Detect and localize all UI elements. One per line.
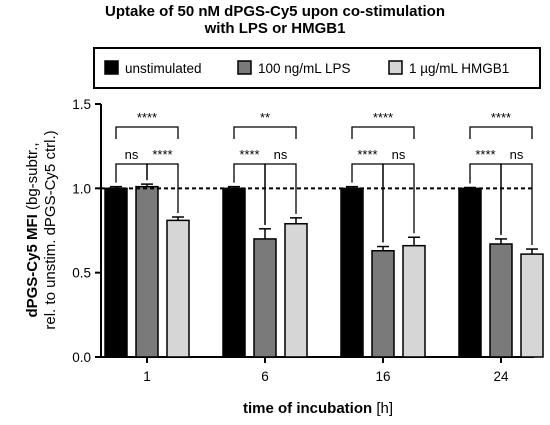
bar [284,223,308,358]
bar [104,187,128,358]
x-tick-label: 6 [261,369,269,384]
significance-bracket [146,163,179,214]
y-axis-label-main: dPGS-Cy5 MFI [24,214,41,317]
x-tick-label: 1 [143,369,151,384]
significance-label: ns [274,147,288,162]
significance-bracket [233,126,297,139]
y-axis-label-rest: (bg-subtr., [24,142,41,214]
significance-label: **** [152,147,172,162]
bar [458,187,482,358]
bar [340,187,364,358]
significance-bracket [351,126,415,139]
chart-title-line-2: with LPS or HMGB1 [204,20,346,37]
legend-swatch [237,60,252,75]
y-axis-label-line-2: rel. to unstim. dPGS-Cy5 ctrl.) [42,130,59,329]
significance-label: **** [475,147,495,162]
svg-text:dPGS-Cy5 MFI (bg-subtr.,: dPGS-Cy5 MFI (bg-subtr., [24,142,41,317]
significance-label: **** [357,147,377,162]
significance-label: ** [260,110,270,125]
bar [371,249,395,358]
significance-label: ns [125,147,139,162]
y-ticks: 0.0 0.5 1.0 1.5 [72,97,101,365]
x-axis-label-unit: [h] [372,400,393,417]
x-axis-label-main: time of incubation [243,400,372,417]
y-tick-label: 0.5 [72,266,91,281]
bar [253,238,277,358]
x-tick-label: 24 [493,369,509,384]
legend-label: 100 ng/mL LPS [258,61,351,76]
legend-swatch [388,60,403,75]
significance-label: **** [491,110,511,125]
significance-label: **** [137,110,157,125]
significance-label: ns [392,147,406,162]
y-tick-label: 0.0 [72,350,91,365]
bar [520,253,544,358]
bar [402,244,426,358]
bar [222,187,246,358]
x-ticks: 1 6 16 24 [143,357,509,384]
bar [166,219,190,358]
legend-label: 1 µg/mL HMGB1 [409,61,509,76]
significance-bracket [500,163,533,246]
legend-box [93,47,541,89]
y-tick-label: 1.0 [72,181,91,196]
bar [135,185,159,358]
legend-swatch [104,60,119,75]
x-tick-label: 16 [375,369,390,384]
legend: unstimulated 100 ng/mL LPS 1 µg/mL HMGB1 [104,60,509,76]
y-tick-label: 1.5 [72,97,91,112]
significance-label: ns [510,147,524,162]
significance-bracket [382,163,415,243]
legend-label: unstimulated [125,61,202,76]
significance-bracket [264,163,297,225]
significance-bracket [115,163,148,183]
significance-bracket [115,126,179,139]
y-axis-label: dPGS-Cy5 MFI (bg-subtr., rel. to unstim.… [24,130,59,329]
significance-label: **** [373,110,393,125]
significance-bracket [469,126,533,139]
significance-label: **** [239,147,259,162]
significance-brackets: ns ************ ns****** ns******** ns**** [115,110,533,246]
bar [489,243,513,358]
chart-title-line-1: Uptake of 50 nM dPGS-Cy5 upon co-stimula… [104,3,446,20]
x-axis-label: time of incubation [h] [243,400,393,417]
bars [104,183,544,358]
